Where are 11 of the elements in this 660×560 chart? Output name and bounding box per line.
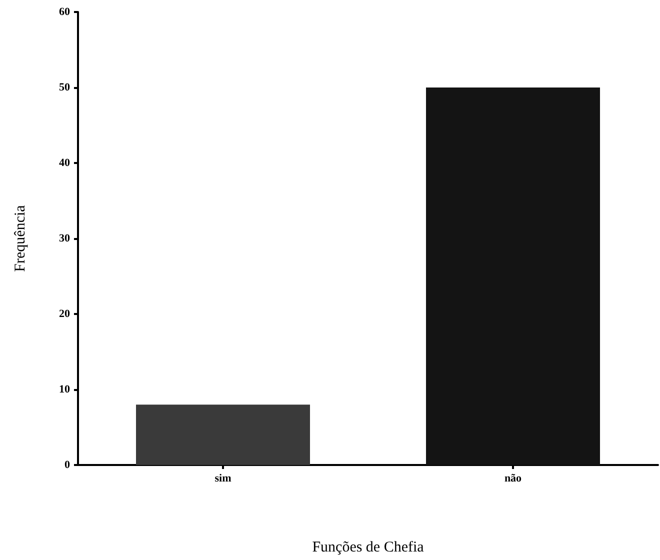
y-tick-label: 0 <box>64 459 70 471</box>
y-tick-label: 10 <box>59 384 70 396</box>
x-tick-label: não <box>504 472 522 484</box>
y-tick-label: 40 <box>59 157 70 169</box>
y-tick-label: 60 <box>59 6 70 18</box>
y-tick-label: 30 <box>59 232 70 244</box>
x-axis-title: Funções de Chefia <box>312 540 424 556</box>
y-axis-title: Frequência <box>12 204 28 272</box>
x-tick-label: sim <box>214 472 232 484</box>
y-tick-label: 50 <box>59 82 70 94</box>
y-tick-label: 20 <box>59 308 70 320</box>
